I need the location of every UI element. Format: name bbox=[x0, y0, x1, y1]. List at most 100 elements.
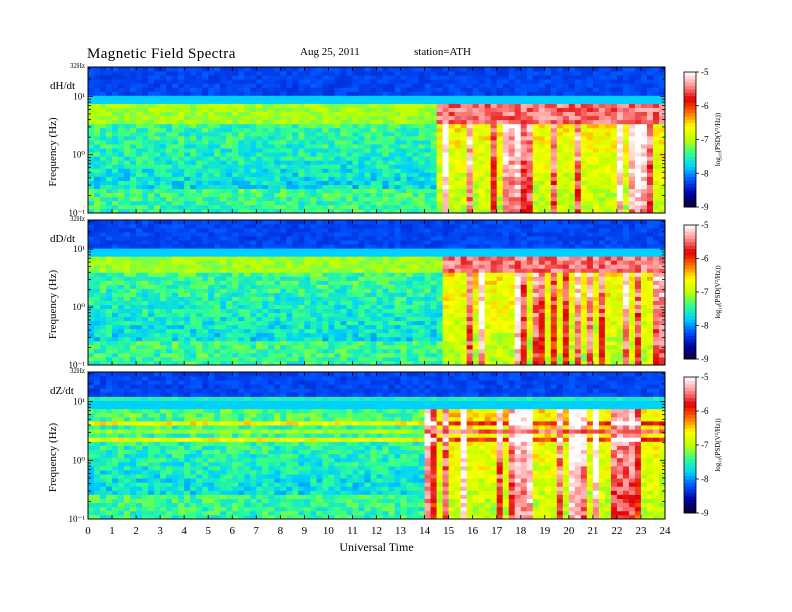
heatmap-cell bbox=[304, 144, 311, 149]
heatmap-cell bbox=[370, 160, 377, 165]
heatmap-cell bbox=[364, 208, 371, 214]
heatmap-cell bbox=[112, 336, 119, 342]
heatmap-cell bbox=[262, 264, 269, 269]
heatmap-cell bbox=[166, 220, 173, 225]
heatmap-cell bbox=[184, 332, 191, 338]
heatmap-cell bbox=[106, 144, 113, 149]
heatmap-cell bbox=[154, 356, 161, 362]
heatmap-cell bbox=[622, 123, 630, 129]
heatmap-cell bbox=[304, 304, 311, 310]
heatmap-cell bbox=[178, 156, 185, 161]
colorbar-swatch bbox=[684, 88, 696, 93]
heatmap-cell bbox=[136, 160, 143, 165]
heatmap-cell bbox=[640, 115, 648, 121]
heatmap-cell bbox=[136, 316, 143, 322]
heatmap-cell bbox=[310, 268, 317, 273]
heatmap-cell bbox=[298, 119, 305, 125]
heatmap-cell bbox=[322, 83, 329, 88]
heatmap-cell bbox=[598, 135, 606, 141]
heatmap-cell bbox=[208, 91, 215, 96]
heatmap-cell bbox=[88, 260, 95, 265]
heatmap-cell bbox=[316, 360, 323, 366]
heatmap-cell bbox=[268, 292, 275, 297]
heatmap-cell bbox=[580, 107, 588, 113]
heatmap-cell bbox=[328, 196, 335, 202]
heatmap-cell bbox=[262, 140, 269, 145]
heatmap-cell bbox=[94, 148, 101, 153]
heatmap-cell bbox=[88, 208, 95, 214]
heatmap-cell bbox=[172, 168, 179, 173]
heatmap-cell bbox=[184, 192, 191, 198]
heatmap-cell bbox=[358, 119, 365, 125]
heatmap-cell bbox=[94, 135, 101, 141]
heatmap-cell bbox=[316, 103, 323, 108]
heatmap-cell bbox=[304, 140, 311, 145]
heatmap-cell bbox=[286, 160, 293, 165]
heatmap-cell bbox=[460, 115, 468, 121]
heatmap-cell bbox=[268, 95, 275, 100]
heatmap-cell bbox=[382, 172, 389, 177]
heatmap-cell bbox=[280, 288, 287, 293]
heatmap-cell bbox=[256, 356, 263, 362]
heatmap-cell bbox=[124, 99, 131, 104]
heatmap-cell bbox=[616, 144, 624, 149]
heatmap-cell bbox=[550, 111, 558, 117]
heatmap-cell bbox=[172, 244, 179, 249]
heatmap-cell bbox=[214, 272, 221, 277]
heatmap-cell bbox=[322, 107, 329, 113]
heatmap-cell bbox=[196, 344, 203, 350]
heatmap-cell bbox=[316, 332, 323, 338]
heatmap-cell bbox=[112, 172, 119, 177]
heatmap-cell bbox=[256, 292, 263, 297]
heatmap-cell bbox=[220, 344, 227, 350]
heatmap-cell bbox=[472, 115, 480, 121]
heatmap-cell bbox=[568, 168, 576, 173]
heatmap-cell bbox=[226, 75, 233, 80]
heatmap-cell bbox=[310, 204, 317, 210]
heatmap-cell bbox=[532, 176, 540, 181]
heatmap-cell bbox=[388, 91, 395, 96]
heatmap-cell bbox=[244, 348, 251, 354]
heatmap-cell bbox=[514, 127, 522, 133]
heatmap-cell bbox=[646, 79, 654, 84]
heatmap-cell bbox=[214, 304, 221, 310]
heatmap-cell bbox=[292, 107, 299, 113]
heatmap-cell bbox=[448, 140, 456, 145]
heatmap-cell bbox=[382, 204, 389, 210]
heatmap-cell bbox=[244, 188, 251, 194]
heatmap-cell bbox=[118, 308, 125, 314]
heatmap-cell bbox=[358, 172, 365, 177]
heatmap-cell bbox=[310, 332, 317, 338]
heatmap-cell bbox=[178, 336, 185, 342]
heatmap-cell bbox=[238, 127, 245, 133]
heatmap-cell bbox=[592, 168, 600, 173]
heatmap-cell bbox=[502, 111, 510, 117]
heatmap-cell bbox=[334, 87, 341, 92]
heatmap-cell bbox=[646, 103, 654, 108]
heatmap-cell bbox=[190, 148, 197, 153]
heatmap-cell bbox=[634, 168, 642, 173]
heatmap-cell bbox=[142, 276, 149, 281]
heatmap-cell bbox=[460, 144, 468, 149]
heatmap-cell bbox=[418, 111, 425, 117]
heatmap-cell bbox=[184, 131, 191, 137]
heatmap-cell bbox=[118, 204, 125, 210]
heatmap-cell bbox=[268, 144, 275, 149]
heatmap-cell bbox=[160, 192, 167, 198]
heatmap-cell bbox=[280, 71, 287, 76]
heatmap-cell bbox=[460, 156, 468, 161]
heatmap-cell bbox=[274, 176, 281, 181]
heatmap-cell bbox=[514, 123, 522, 129]
heatmap-cell bbox=[406, 196, 413, 202]
heatmap-cell bbox=[358, 168, 365, 173]
heatmap-cell bbox=[106, 240, 113, 245]
heatmap-cell bbox=[394, 127, 401, 133]
heatmap-cell bbox=[304, 288, 311, 293]
heatmap-cell bbox=[184, 67, 191, 72]
heatmap-cell bbox=[178, 184, 185, 190]
heatmap-cell bbox=[160, 111, 167, 117]
heatmap-cell bbox=[454, 119, 462, 125]
heatmap-cell bbox=[262, 180, 269, 186]
heatmap-cell bbox=[136, 144, 143, 149]
heatmap-cell bbox=[106, 248, 113, 253]
